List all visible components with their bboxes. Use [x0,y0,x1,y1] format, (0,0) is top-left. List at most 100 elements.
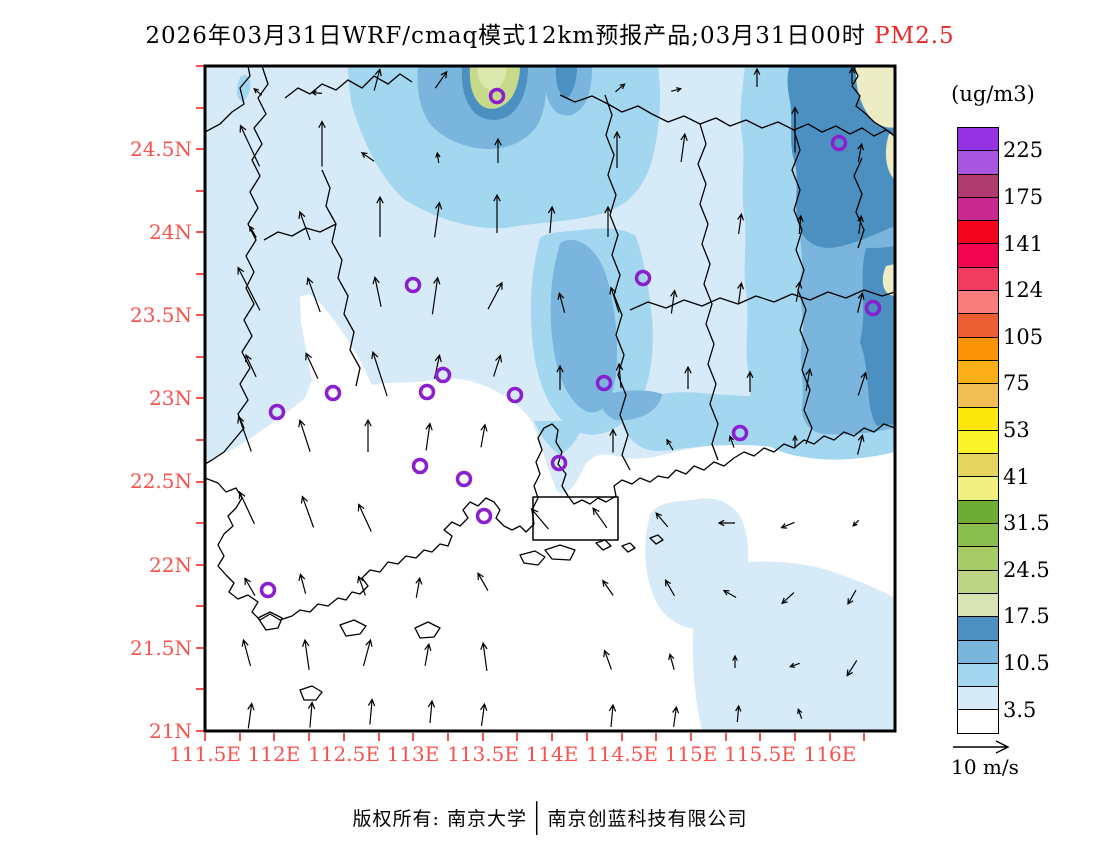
wind-vector [680,132,688,162]
wind-vector [753,67,761,87]
wind-vector [249,225,257,238]
wind-vector [424,642,432,666]
wind-vector [300,495,315,528]
wind-vector [857,142,864,163]
wind-vector [670,289,678,314]
boundary-north-east [559,94,895,137]
colorbar-segment [958,267,998,292]
wind-reference-arrow-glyph [953,740,1010,754]
colorbar-segment [958,197,998,222]
wind-vector [427,699,436,724]
colorbar-level-label: 24.5 [1003,557,1050,582]
lon-label: 111.5E [169,742,241,766]
wind-vector [239,124,261,167]
colorbar-segment [958,710,998,733]
wind-vector [609,286,620,313]
island [649,534,664,545]
station-marker [475,507,493,525]
wind-vector [480,702,488,726]
colorbar-segment [958,640,998,664]
wind-vector [592,507,608,529]
wind-vector [530,507,549,530]
copyright-owner: 版权所有: 南京大学 [352,808,527,830]
lon-label: 112.5E [308,742,380,766]
colorbar-segment [958,617,998,641]
wind-vector [487,281,503,310]
lon-label: 113.5E [447,742,519,766]
wind-vector [434,201,443,238]
colorbar-segment [958,291,998,315]
wind-vector [431,276,441,315]
wind-vector [671,87,683,93]
station-marker [634,269,652,287]
colorbar-segment [958,151,998,175]
wind-vector [857,434,865,455]
boundary-interior [321,169,361,387]
wind-vector [857,292,865,313]
wind-vector [245,353,257,378]
wind-vector [298,419,311,452]
wind-vector [302,638,310,670]
wind-vector [728,435,735,448]
station-marker [418,383,436,401]
wind-vector [362,638,373,667]
station-marker [434,366,452,384]
wind-vector [796,214,804,235]
wind-vector [241,638,252,667]
lat-label: 24N [149,220,192,244]
wind-vector [780,521,795,529]
wind-vector [310,90,323,96]
coastline-main [205,423,895,621]
wind-vector [360,151,375,162]
station-marker [404,276,422,294]
colorbar [957,127,999,734]
wind-vector [357,575,366,596]
wind-vector [372,275,382,307]
station-marker [259,581,277,599]
colorbar-segment [958,454,998,478]
colorbar-segment [958,547,998,571]
copyright-company: 南京创蓝科技有限公司 [547,808,748,830]
lon-label: 113E [386,742,440,766]
wind-vector [253,87,263,96]
wind-vector [557,292,566,313]
colorbar-segment [958,314,998,338]
colorbar-segment [958,221,998,245]
lon-label: 112E [247,742,301,766]
wind-vector [247,702,255,729]
station-marker [830,134,848,152]
station-marker [488,87,506,105]
colorbar-level-label: 105 [1003,324,1044,349]
colorbar-segment [958,128,998,152]
wind-vector [307,701,316,728]
wind-vector [371,350,388,397]
wind-vector [477,572,489,591]
lat-label: 22.5N [129,469,192,493]
wind-vector [684,365,692,389]
wind-vector [608,703,617,728]
wind-vector [493,354,503,377]
colorbar-level-label: 141 [1003,231,1044,256]
island-hongkong [544,544,576,561]
colorbar-segment [958,337,998,361]
colorbar-level-label: 3.5 [1003,697,1037,722]
colorbar-segment [958,663,998,688]
colorbar-segment [958,524,998,548]
map-frame [203,64,897,733]
wind-vector [306,276,321,313]
page-title: 2026年03月31日WRF/cmaq模式12km预报产品;03月31日00时 … [0,16,1100,50]
wind-vector [237,415,252,452]
colorbar-segment [958,430,998,455]
colorbar-segment [958,687,998,711]
colorbar-segment [958,174,998,198]
boundary-fujian [853,157,865,249]
wind-vector [556,364,564,390]
station-markers [259,87,882,599]
wind-vector [857,371,868,396]
lat-label: 21.5N [129,636,192,660]
boundary-east-horizontal [629,289,895,311]
wind-vector [602,579,614,596]
boundary-west [205,66,269,465]
wind-vector [791,106,799,153]
